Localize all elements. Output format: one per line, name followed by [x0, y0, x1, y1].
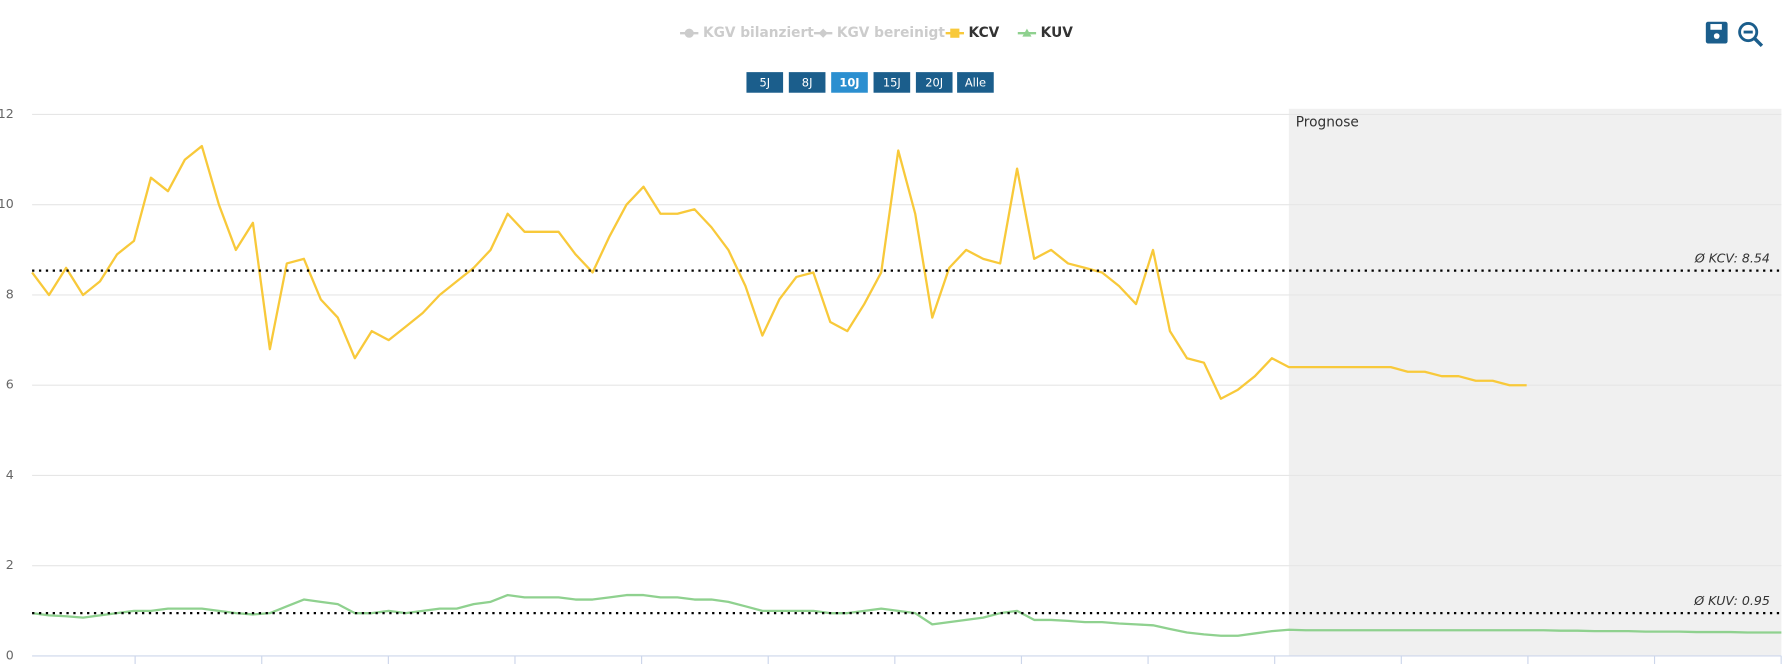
y-tick-label: 2	[6, 557, 14, 572]
forecast-label: Prognose	[1296, 114, 1359, 130]
y-tick-label: 8	[6, 286, 14, 301]
range-button[interactable]: Alle	[957, 72, 994, 93]
legend-item[interactable]: KCV	[945, 25, 1000, 41]
average-label: Ø KUV: 0.95	[1693, 593, 1770, 608]
range-button[interactable]: 8J	[788, 72, 826, 93]
y-tick-label: 0	[6, 647, 14, 662]
y-tick-label: 4	[6, 467, 14, 482]
legend-label: KGV bereinigt	[837, 25, 945, 41]
legend-marker	[684, 28, 694, 38]
y-tick-label: 6	[6, 377, 14, 392]
button-bg	[915, 72, 953, 93]
legend-label: KCV	[969, 25, 1000, 41]
button-bg	[746, 72, 784, 93]
button-bg	[788, 72, 826, 93]
button-label: 5J	[759, 75, 770, 89]
zoom-out-icon[interactable]	[1738, 22, 1764, 48]
range-button[interactable]: 15J	[873, 72, 911, 93]
legend-marker	[1022, 28, 1032, 37]
range-button[interactable]: 10J	[831, 72, 868, 93]
legend-item[interactable]: KGV bereinigt	[814, 25, 945, 41]
series-line	[31, 144, 1527, 400]
button-label: 8J	[802, 75, 813, 89]
button-label: 10J	[839, 75, 859, 89]
legend-marker	[818, 28, 828, 38]
forecast-area	[1288, 108, 1782, 656]
button-bg	[873, 72, 911, 93]
range-button[interactable]: 5J	[746, 72, 784, 93]
button-label: 20J	[925, 75, 943, 89]
button-bg	[831, 72, 868, 93]
y-tick-label: 12	[0, 106, 14, 121]
legend-marker	[950, 28, 960, 38]
button-label: 15J	[883, 75, 901, 89]
legend-label: KGV bilanziert	[703, 25, 814, 41]
save-icon[interactable]	[1705, 21, 1728, 44]
average-label: Ø KCV: 8.54	[1694, 251, 1770, 266]
legend-item[interactable]: KUV	[1017, 25, 1074, 41]
range-button[interactable]: 20J	[915, 72, 953, 93]
legend-label: KUV	[1041, 25, 1074, 41]
legend-item[interactable]: KGV bilanziert	[680, 25, 814, 41]
y-tick-label: 10	[0, 196, 14, 211]
button-bg	[957, 72, 994, 93]
button-label: Alle	[965, 75, 986, 89]
